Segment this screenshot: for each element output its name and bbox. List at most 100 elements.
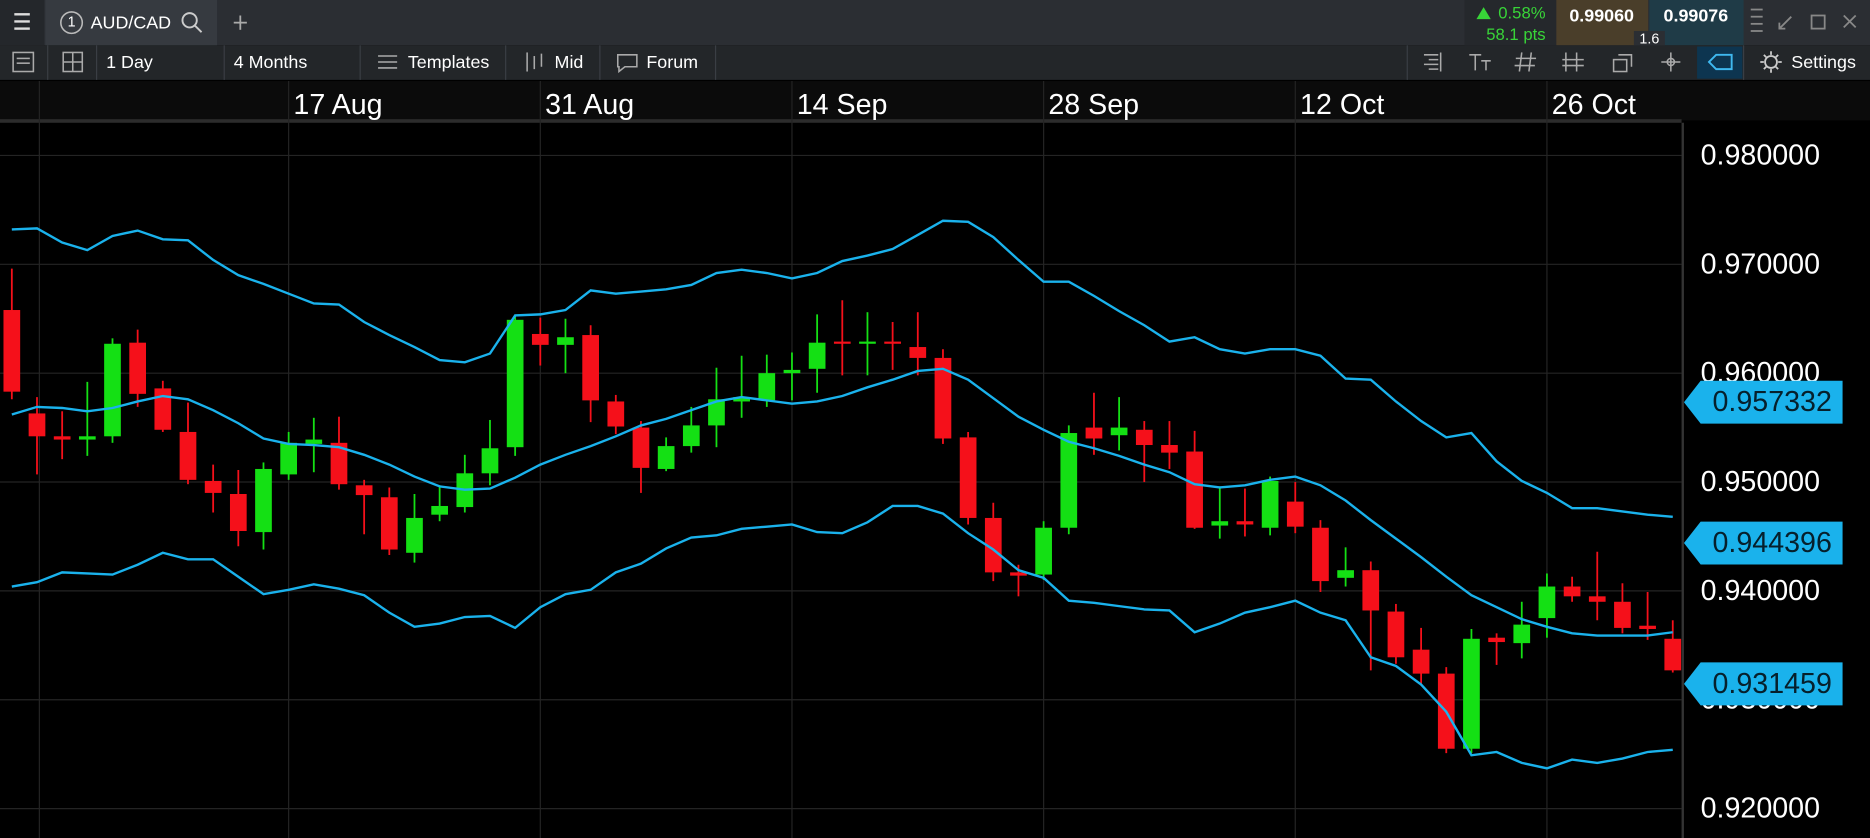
candle-body	[934, 357, 952, 439]
candle-body	[1035, 527, 1052, 575]
price-label: 0.957332	[1713, 386, 1832, 418]
bid-box[interactable]	[1556, 0, 1649, 46]
candle-body	[380, 497, 398, 550]
y-tick-label: 0.950000	[1701, 466, 1820, 498]
candle-body	[783, 369, 801, 374]
date-axis	[0, 81, 1870, 121]
band-line	[11, 504, 1673, 770]
candle-body	[1161, 445, 1178, 453]
change-box	[1464, 0, 1557, 46]
price-label: 0.944396	[1713, 527, 1832, 559]
candle-body	[305, 439, 323, 444]
bid: 0.99060	[1569, 5, 1634, 25]
candle-body	[733, 397, 750, 402]
candle-body	[607, 401, 625, 427]
tool-bar	[0, 45, 1870, 80]
candle-body	[481, 448, 499, 474]
up-arrow	[1476, 7, 1491, 20]
candle-body	[154, 388, 172, 430]
candle-body	[708, 399, 725, 426]
candle-body	[984, 517, 1002, 573]
candle-body	[280, 442, 297, 475]
candle-body	[1135, 429, 1153, 446]
spread: 1.6	[1639, 31, 1659, 47]
candle-body	[53, 436, 71, 440]
window-icons[interactable]	[1750, 8, 1857, 32]
ask-box[interactable]	[1649, 0, 1744, 46]
price-label-box	[1683, 380, 1843, 424]
candle-body	[909, 347, 927, 358]
candle-body	[431, 505, 448, 515]
candle-body	[506, 319, 524, 448]
y-tick-label: 0.920000	[1701, 793, 1820, 825]
x-tick-label: 26 Oct	[1552, 89, 1636, 121]
ask: 0.99076	[1664, 5, 1729, 25]
candle-body	[1588, 596, 1606, 602]
candle-body	[1085, 427, 1103, 439]
tool-icons[interactable]	[12, 51, 1681, 74]
symbol: AUD/CAD	[91, 13, 172, 33]
search-icon[interactable]	[181, 12, 203, 33]
change-points: 58.1 pts	[1486, 25, 1545, 44]
candle-body	[808, 342, 826, 369]
active-tool[interactable]	[1697, 46, 1743, 79]
candle-body	[758, 373, 776, 401]
candle-body	[330, 442, 348, 485]
candle-body	[28, 413, 46, 437]
menu-item[interactable]: Templates	[408, 52, 490, 72]
candle-body	[129, 342, 147, 394]
candle-body	[959, 437, 977, 518]
candle-body	[1463, 638, 1480, 749]
candle-body	[1236, 521, 1254, 525]
candle-body	[204, 480, 222, 493]
candle-body	[1211, 521, 1229, 526]
candle-body	[1614, 601, 1631, 628]
change-percent: 0.58%	[1498, 4, 1545, 23]
band-line	[11, 219, 1673, 519]
candle-body	[179, 431, 197, 480]
band-line	[11, 367, 1673, 637]
candle-body	[1362, 570, 1380, 611]
candle-body	[1337, 570, 1354, 578]
settings-label[interactable]: Settings	[1791, 52, 1856, 72]
menu-item[interactable]: 1 Day	[106, 52, 153, 72]
x-tick-label: 12 Oct	[1300, 89, 1384, 121]
candle-body	[657, 446, 675, 469]
candle-body	[3, 310, 21, 392]
x-tick-label: 31 Aug	[545, 89, 634, 121]
candle-body	[682, 425, 700, 447]
x-tick-label: 14 Sep	[797, 89, 888, 121]
candle-body	[1538, 586, 1556, 619]
add-tab[interactable]	[233, 15, 247, 30]
menu-item[interactable]: Mid	[555, 52, 584, 72]
candle-body	[104, 343, 121, 437]
candle-body	[859, 341, 876, 344]
settings-icon[interactable]	[1760, 51, 1782, 73]
candle-body	[1387, 611, 1405, 658]
date-axis-border	[0, 119, 1682, 123]
candle-body	[1639, 625, 1656, 629]
candle-body	[531, 333, 549, 345]
candle-body	[1513, 624, 1531, 644]
candle-body	[1186, 451, 1203, 528]
candle-body	[833, 341, 851, 344]
candle-body	[1110, 427, 1128, 436]
symbol-tab[interactable]	[45, 0, 218, 46]
candle-body	[406, 517, 423, 553]
candle-body	[1261, 480, 1279, 528]
x-tick-label: 28 Sep	[1048, 89, 1139, 121]
x-tick-label: 17 Aug	[293, 89, 382, 121]
y-tick-label: 0.970000	[1701, 248, 1820, 280]
candle-body	[1563, 586, 1581, 597]
candle-body	[1060, 433, 1078, 528]
candle-body	[557, 337, 574, 345]
candle-body	[1010, 572, 1027, 576]
y-tick-label: 0.940000	[1701, 575, 1820, 607]
slot-number: 1	[68, 15, 76, 31]
candle-body	[1412, 649, 1430, 674]
menu-item[interactable]: 4 Months	[234, 52, 308, 72]
candle-body	[1664, 638, 1682, 671]
candle-body	[1312, 527, 1329, 582]
menu-item[interactable]: Forum	[646, 52, 698, 72]
